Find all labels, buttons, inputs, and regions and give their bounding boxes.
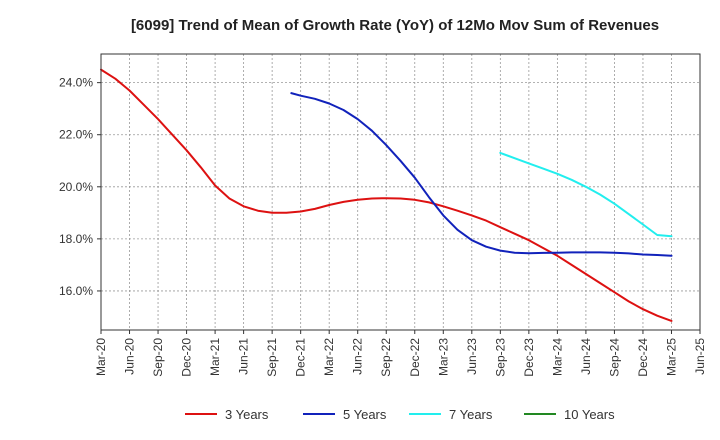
legend: 3 Years 5 Years 7 Years 10 Years bbox=[185, 407, 615, 422]
x-tick-label: Jun-20 bbox=[123, 338, 137, 375]
y-tick-label: 20.0% bbox=[59, 180, 93, 194]
legend-label-5-years: 5 Years bbox=[343, 407, 387, 422]
x-tick-label: Jun-24 bbox=[579, 338, 593, 375]
x-tick-label: Sep-20 bbox=[151, 338, 165, 377]
x-tick-label: Sep-22 bbox=[379, 338, 393, 377]
chart-title: [6099] Trend of Mean of Growth Rate (YoY… bbox=[131, 17, 659, 34]
x-tick-label: Dec-20 bbox=[180, 338, 194, 377]
x-tick-label: Dec-23 bbox=[522, 338, 536, 377]
x-tick-label: Mar-20 bbox=[94, 338, 108, 376]
legend-label-7-years: 7 Years bbox=[449, 407, 493, 422]
x-tick-label: Mar-21 bbox=[208, 338, 222, 376]
y-tick-label: 18.0% bbox=[59, 232, 93, 246]
x-tick-label: Jun-25 bbox=[693, 338, 707, 375]
legend-label-3-years: 3 Years bbox=[225, 407, 269, 422]
x-tick-label: Dec-24 bbox=[636, 338, 650, 377]
x-tick-label: Dec-21 bbox=[294, 338, 308, 377]
y-tick-label: 24.0% bbox=[59, 76, 93, 90]
series-line-7-years bbox=[499, 151, 673, 238]
series-line-5-years bbox=[290, 92, 673, 257]
series-lines bbox=[100, 68, 673, 322]
x-tick-label: Jun-23 bbox=[465, 338, 479, 375]
x-tick-label: Jun-22 bbox=[351, 338, 365, 375]
x-tick-label: Sep-21 bbox=[265, 338, 279, 377]
x-tick-label: Jun-21 bbox=[237, 338, 251, 375]
y-tick-label: 22.0% bbox=[59, 128, 93, 142]
x-tick-label: Mar-23 bbox=[436, 338, 450, 376]
x-tick-label: Sep-24 bbox=[607, 338, 621, 377]
x-tick-label: Mar-24 bbox=[550, 338, 564, 376]
x-tick-label: Mar-25 bbox=[664, 338, 678, 376]
grid bbox=[101, 54, 700, 330]
y-tick-label: 16.0% bbox=[59, 284, 93, 298]
x-tick-label: Mar-22 bbox=[322, 338, 336, 376]
x-tick-label: Sep-23 bbox=[493, 338, 507, 377]
legend-label-10-years: 10 Years bbox=[564, 407, 615, 422]
plot-frame bbox=[100, 53, 701, 331]
x-tick-label: Dec-22 bbox=[408, 338, 422, 377]
series-line-3-years bbox=[100, 68, 673, 322]
axes: 16.0% 18.0% 20.0% 22.0% 24.0% Mar-20 Jun-20 Sep… bbox=[59, 53, 707, 377]
